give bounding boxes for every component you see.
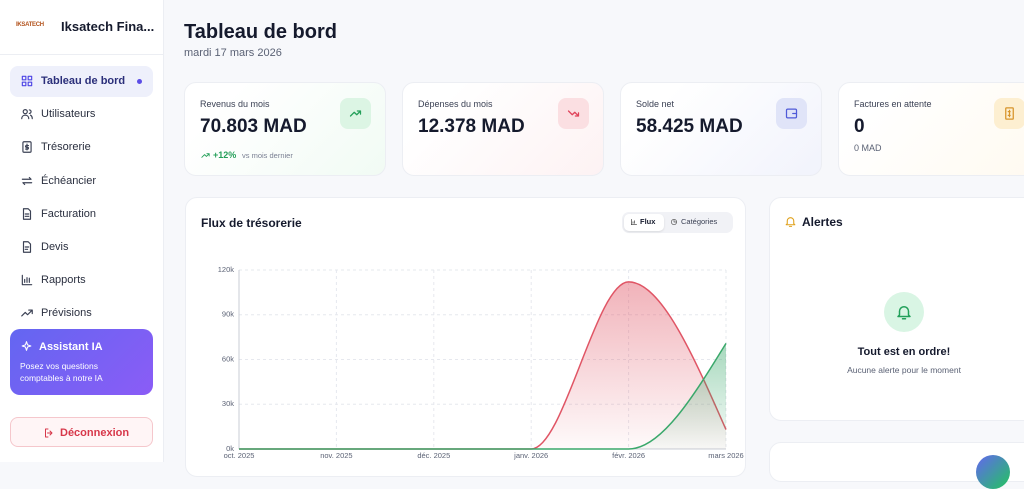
sparkle-icon [21, 341, 32, 351]
area-fill [239, 343, 726, 449]
stat-icon-glyph [349, 110, 362, 117]
stat-value: 58.425 MAD [636, 116, 743, 137]
stat-label: Dépenses du mois [418, 99, 493, 109]
nav-icon [21, 274, 33, 286]
empty-icon [884, 292, 924, 332]
stat-note: vs mois dernier [242, 151, 293, 160]
tab-label[interactable]: Flux [640, 217, 656, 226]
alerts-title: Alertes [802, 215, 843, 229]
x-tick-label: déc. 2025 [417, 451, 450, 460]
nav-icon [21, 109, 33, 120]
nav-icon [21, 75, 33, 87]
chat-bubble[interactable] [976, 455, 1010, 489]
stat-icon [994, 98, 1024, 129]
nav-icon [22, 241, 32, 253]
stat-icon [340, 98, 371, 129]
stat-value: 70.803 MAD [200, 116, 307, 137]
chart-card: Flux de trésorerie Flux Catégories 0k 30k 60k… [185, 197, 746, 477]
stat-trend: +12% [213, 150, 237, 160]
empty-title: Tout est en ordre! [857, 346, 951, 358]
assistant-text: Posez vos questions comptables à notre I… [20, 361, 103, 383]
x-tick-label: nov. 2025 [320, 451, 352, 460]
active-dot [137, 79, 142, 84]
nav-item[interactable]: Facturation [10, 199, 153, 230]
stat-card: Factures en attente 0 0 MAD [838, 82, 1024, 176]
nav-icon [21, 176, 33, 185]
stat-value: 12.378 MAD [418, 116, 525, 137]
nav-item[interactable]: Rapports [10, 265, 153, 296]
nav-item[interactable]: Tableau de bord [10, 66, 153, 97]
bell-icon [785, 217, 796, 227]
trend-icon [201, 153, 210, 158]
empty-text: Aucune alerte pour le moment [847, 365, 961, 375]
stat-icon-glyph [1005, 107, 1014, 120]
nav-icon [21, 309, 33, 317]
stat-label: Factures en attente [854, 99, 932, 109]
nav-label: Facturation [41, 207, 97, 220]
assistant-title: Assistant IA [39, 341, 103, 353]
nav-item[interactable]: Prévisions [10, 298, 153, 329]
assistant-card[interactable]: Assistant IA Posez vos questions comptabl… [10, 329, 153, 395]
tab-icon [631, 219, 637, 225]
x-tick-label: oct. 2025 [224, 451, 255, 460]
nav-label: Devis [41, 241, 69, 253]
page-title: Tableau de bord [184, 21, 337, 43]
nav-item[interactable]: Utilisateurs [10, 99, 153, 130]
stat-icon [558, 98, 589, 129]
nav-label: Trésorerie [41, 141, 91, 154]
stat-icon [776, 98, 807, 129]
page-date: mardi 17 mars 2026 [184, 47, 282, 59]
nav-icon [22, 141, 32, 154]
tab-icon [671, 219, 677, 225]
sidebar: IKSATECH Iksatech Fina... Tableau de bord U… [0, 0, 164, 462]
nav-icon [22, 207, 32, 220]
stat-value: 0 [854, 116, 865, 137]
divider [0, 54, 163, 55]
tab-flux[interactable] [624, 214, 664, 231]
x-tick-label: févr. 2026 [612, 451, 645, 460]
stat-card: Dépenses du mois 12.378 MAD [402, 82, 604, 176]
stat-label: Revenus du mois [200, 99, 270, 109]
stat-label: Solde net [636, 99, 675, 109]
nav-item[interactable]: Échéancier [10, 166, 153, 197]
tab-label[interactable]: Catégories [681, 217, 718, 226]
y-tick-label: 0k [226, 444, 234, 453]
x-tick-label: mars 2026 [708, 451, 743, 460]
y-tick-label: 60k [222, 354, 234, 363]
logout-label: Déconnexion [60, 427, 130, 439]
chart: 0k 30k 60k 90k 120k oct. 2025 nov. 2025 déc. 20… [218, 265, 744, 460]
stat-icon-glyph [567, 110, 580, 117]
x-tick-label: janv. 2026 [513, 451, 548, 460]
area-fill [239, 281, 726, 449]
nav-label: Rapports [41, 274, 86, 287]
nav-label: Prévisions [41, 307, 92, 320]
stat-icon-glyph [785, 108, 798, 119]
nav-item[interactable]: Trésorerie [10, 132, 153, 163]
nav-item[interactable]: Devis [10, 232, 153, 263]
logout-button[interactable]: Déconnexion [10, 417, 153, 447]
series-line [239, 342, 727, 450]
stat-card: Solde net 58.425 MAD [620, 82, 822, 176]
logo: IKSATECH [16, 22, 44, 28]
alerts-card: Alertes Tout est en ordre! Aucune alerte p… [769, 197, 1024, 421]
bell-icon [897, 306, 911, 320]
nav-label: Échéancier [41, 174, 97, 187]
chart-tabs: Flux Catégories [622, 212, 733, 233]
brand: Iksatech Fina... [61, 19, 155, 34]
y-tick-label: 90k [222, 310, 234, 319]
nav-label: Tableau de bord [41, 75, 126, 87]
nav-label: Utilisateurs [41, 108, 96, 121]
stat-sub: 0 MAD [854, 143, 882, 153]
stat-card: Revenus du mois 70.803 MAD +12% vs mois der… [184, 82, 386, 176]
logout-icon [45, 428, 53, 438]
y-tick-label: 120k [218, 265, 235, 274]
y-tick-label: 30k [222, 399, 234, 408]
chart-title: Flux de trésorerie [201, 216, 302, 230]
